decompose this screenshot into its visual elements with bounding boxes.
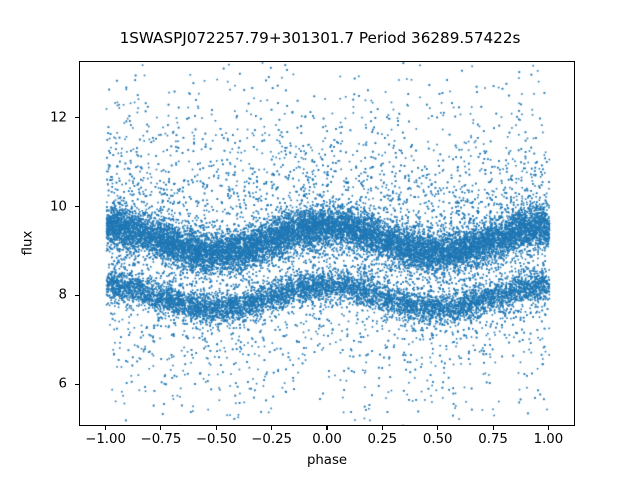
- x-tick-mark: [326, 426, 328, 430]
- x-tick-label: 0.75: [478, 432, 508, 447]
- y-tick-mark: [75, 206, 79, 208]
- y-tick-label: 10: [50, 199, 67, 215]
- x-tick-label: −0.50: [195, 432, 237, 447]
- x-tick-mark: [105, 426, 107, 430]
- x-tick-label: 0.50: [422, 432, 453, 447]
- y-tick-label: 12: [50, 110, 67, 126]
- x-tick-label: −0.25: [251, 432, 293, 447]
- y-tick-mark: [75, 294, 79, 296]
- x-axis-label: phase: [306, 453, 348, 468]
- scatter-plot-canvas: [80, 62, 574, 425]
- x-tick-label: −1.00: [85, 432, 126, 447]
- x-tick-label: 1.00: [533, 432, 564, 447]
- x-tick-mark: [160, 426, 162, 430]
- x-tick-label: 0.25: [367, 432, 398, 447]
- y-tick-label: 8: [58, 287, 67, 303]
- x-tick-label: −0.75: [140, 432, 182, 447]
- y-tick-mark: [75, 383, 79, 385]
- x-tick-mark: [271, 426, 273, 430]
- x-tick-mark: [381, 426, 383, 430]
- plot-area: [79, 61, 575, 426]
- x-tick-mark: [215, 426, 217, 430]
- x-tick-mark: [492, 426, 494, 430]
- x-tick-mark: [547, 426, 549, 430]
- y-tick-label: 6: [58, 376, 67, 392]
- y-axis-label: flux: [20, 230, 36, 256]
- chart-title: 1SWASPJ072257.79+301301.7 Period 36289.5…: [119, 29, 521, 47]
- x-tick-label: 0.00: [312, 432, 342, 447]
- x-tick-mark: [437, 426, 439, 430]
- y-tick-mark: [75, 117, 79, 119]
